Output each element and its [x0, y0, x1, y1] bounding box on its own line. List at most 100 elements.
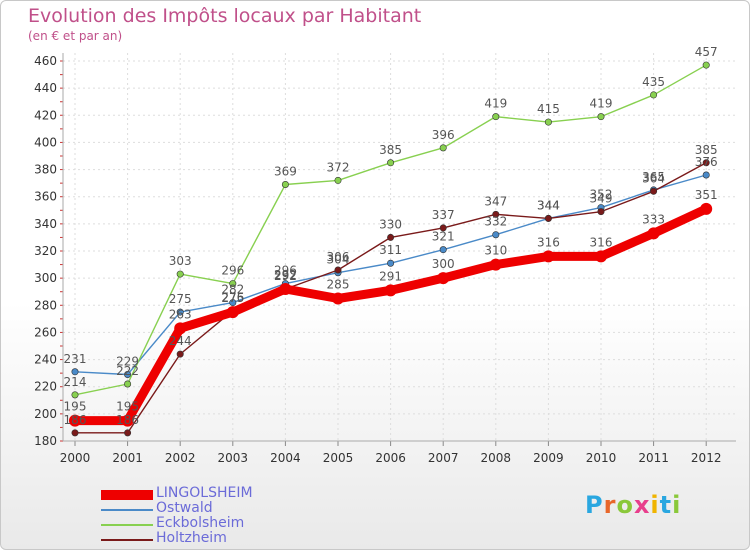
data-point [176, 350, 184, 358]
y-tick-label: 440 [34, 81, 57, 95]
data-point [387, 159, 395, 167]
data-label: 365 [642, 170, 665, 184]
data-point [226, 306, 239, 319]
data-point [176, 270, 184, 278]
y-tick-label: 320 [34, 244, 57, 258]
data-label: 310 [484, 244, 507, 258]
data-point [387, 259, 395, 267]
data-point [439, 144, 447, 152]
y-tick-label: 240 [34, 353, 57, 367]
logo-letter: i [672, 491, 682, 519]
legend-label: LINGOLSHEIM [156, 485, 253, 501]
data-point [387, 233, 395, 241]
y-tick-label: 280 [34, 298, 57, 312]
data-label: 304 [327, 253, 350, 267]
data-point [121, 414, 134, 427]
data-label: 303 [169, 254, 192, 268]
x-tick-label: 2007 [428, 451, 459, 465]
data-label: 229 [116, 355, 139, 369]
chart-subtitle: (en € et par an) [28, 29, 123, 43]
data-label: 291 [379, 269, 402, 283]
logo-letter: o [616, 491, 634, 519]
data-point [279, 283, 292, 295]
y-tick-label: 420 [34, 108, 57, 122]
legend-swatch [101, 523, 153, 526]
data-point [439, 224, 447, 232]
data-label: 316 [537, 235, 560, 249]
data-label: 195 [116, 400, 139, 414]
data-point [597, 208, 605, 216]
data-label: 263 [169, 307, 192, 321]
y-tick-label: 200 [34, 407, 57, 421]
data-label: 195 [64, 400, 87, 414]
axes: 180 200 220 240 260 280 300 320 340 360 380 400 420 4… [34, 53, 736, 465]
data-label: 435 [642, 75, 665, 89]
x-tick-label: 2002 [165, 451, 196, 465]
logo-letter: t [659, 491, 673, 519]
x-tick-label: 2005 [323, 451, 354, 465]
data-label: 457 [695, 45, 718, 59]
data-point [702, 61, 710, 69]
data-point [71, 368, 79, 376]
data-point [647, 227, 660, 240]
data-label: 364 [642, 171, 665, 185]
proxiti-logo: Proxiti [585, 491, 681, 519]
data-label: 419 [484, 97, 507, 111]
logo-letter: x [633, 491, 651, 519]
data-point [492, 231, 500, 239]
data-label: 385 [379, 143, 402, 157]
data-label: 306 [327, 250, 350, 264]
data-point [542, 250, 555, 263]
data-point [69, 414, 81, 427]
y-tick-label: 180 [34, 434, 57, 448]
data-label: 285 [327, 278, 350, 292]
data-label: 419 [590, 97, 613, 111]
y-tick-label: 300 [34, 271, 57, 285]
data-point [334, 266, 342, 274]
data-label: 349 [590, 192, 613, 206]
data-label: 415 [537, 102, 560, 116]
data-point [702, 159, 710, 167]
data-label: 396 [432, 128, 455, 142]
data-point [437, 272, 450, 285]
data-label: 376 [695, 155, 718, 169]
data-point [702, 171, 710, 179]
data-label: 385 [695, 143, 718, 157]
data-point [597, 113, 605, 121]
data-label: 296 [274, 264, 297, 278]
x-tick-label: 2012 [691, 451, 722, 465]
legend-swatch [101, 489, 153, 500]
data-point [384, 284, 397, 297]
data-point [700, 202, 713, 215]
data-point [124, 370, 132, 378]
legend-label: Eckbolsheim [156, 515, 245, 531]
data-point [281, 181, 289, 189]
chart-title: Evolution des Impôts locaux par Habitant [28, 5, 422, 27]
x-tick-label: 2010 [586, 451, 617, 465]
data-label: 347 [484, 194, 507, 208]
data-point [439, 246, 447, 254]
y-tick-label: 340 [34, 217, 57, 231]
x-tick-label: 2006 [375, 451, 406, 465]
x-tick-label: 2009 [533, 451, 564, 465]
legend-label: Ostwald [156, 500, 213, 516]
data-label: 300 [432, 257, 455, 271]
data-label: 231 [64, 352, 87, 366]
data-point [71, 429, 79, 437]
data-point [544, 118, 552, 126]
data-point [492, 113, 500, 121]
data-label: 332 [484, 215, 507, 229]
data-point [124, 380, 132, 388]
data-point [229, 280, 237, 288]
data-point [489, 258, 502, 271]
legend-label: Holtzheim [156, 530, 227, 546]
x-tick-label: 2001 [112, 451, 143, 465]
data-label: 275 [221, 291, 244, 305]
y-tick-label: 460 [34, 54, 57, 68]
data-label: 244 [169, 334, 192, 348]
data-label: 352 [590, 188, 613, 202]
data-point [544, 214, 552, 222]
